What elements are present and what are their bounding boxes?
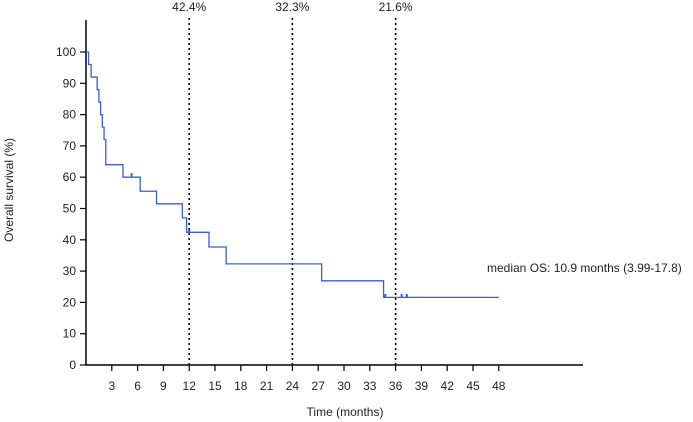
y-tick-label: 100: [56, 45, 76, 59]
reference-label: 42.4%: [172, 0, 206, 14]
y-tick-label: 80: [63, 108, 77, 122]
x-tick-label: 30: [337, 379, 351, 393]
x-tick-label: 6: [134, 379, 141, 393]
x-tick-label: 9: [160, 379, 167, 393]
x-tick-label: 27: [312, 379, 326, 393]
x-tick-label: 48: [492, 379, 506, 393]
y-tick-label: 40: [63, 233, 77, 247]
x-axis-ticks: 3 6 9 12 15 18 21 24 27 30 33 36 39 42 45 48: [108, 365, 506, 393]
x-axis-title: Time (months): [307, 405, 384, 419]
censor-marks: [130, 173, 408, 298]
y-axis-title: Overall survival (%): [2, 138, 16, 242]
x-tick-label: 3: [108, 379, 115, 393]
survival-curve: [86, 51, 499, 299]
reference-lines: [188, 18, 397, 365]
x-tick-label: 18: [234, 379, 248, 393]
y-tick-label: 90: [63, 76, 77, 90]
y-tick-label: 20: [63, 295, 77, 309]
x-tick-label: 15: [208, 379, 222, 393]
y-axis-ticks: 0 10 20 30 40 50 60 70 80 90 100: [56, 45, 86, 372]
y-tick-label: 70: [63, 139, 77, 153]
y-tick-label: 10: [63, 327, 77, 341]
median-os-annotation: median OS: 10.9 months (3.99-17.8): [487, 261, 682, 275]
x-tick-label: 45: [466, 379, 480, 393]
x-tick-label: 39: [415, 379, 429, 393]
x-tick-label: 21: [260, 379, 274, 393]
x-tick-label: 24: [286, 379, 300, 393]
x-tick-label: 33: [363, 379, 377, 393]
reference-label: 32.3%: [275, 0, 309, 14]
x-tick-label: 36: [389, 379, 403, 393]
y-tick-label: 50: [63, 202, 77, 216]
y-tick-label: 60: [63, 170, 77, 184]
reference-labels: 42.4% 32.3% 21.6%: [172, 0, 413, 14]
reference-label: 21.6%: [379, 0, 413, 14]
x-tick-label: 42: [441, 379, 455, 393]
x-tick-label: 12: [183, 379, 197, 393]
y-tick-label: 30: [63, 264, 77, 278]
y-tick-label: 0: [69, 358, 76, 372]
